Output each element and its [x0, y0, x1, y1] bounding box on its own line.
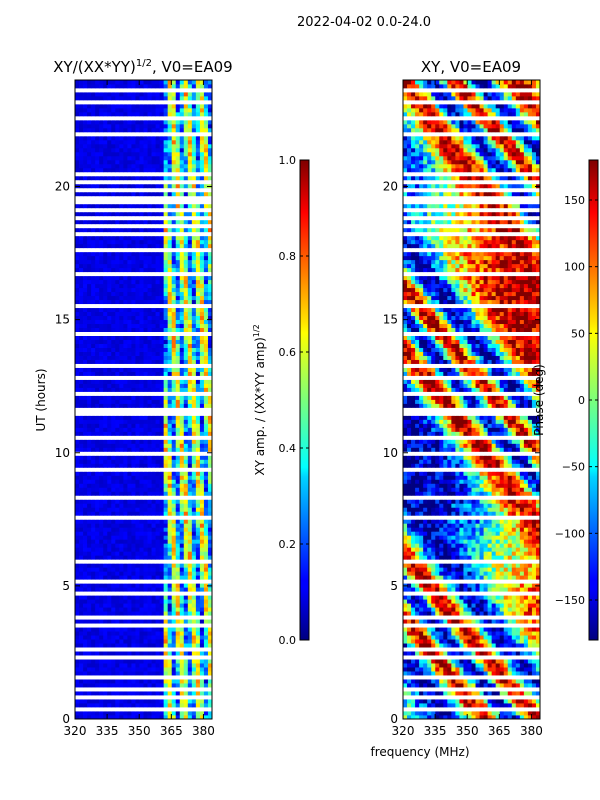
left-axis-ticks: 320 335 350 365 380 0 5 10 15 20 [55, 80, 215, 738]
amplitude-colorbar-label: XY amp. / (XX*YY amp)1/2 [252, 324, 267, 475]
colorbar1-label-main: XY amp. / (XX*YY amp) [253, 337, 267, 475]
amplitude-colorbar-tick-label: 0.2 [279, 538, 297, 551]
right-x-tick-label: 320 [392, 724, 415, 738]
phase-colorbar-tick-label: 50 [571, 327, 585, 340]
amplitude-colorbar-tick-label: 0.4 [279, 442, 297, 455]
phase-colorbar-label: Phase (deg) [532, 364, 546, 436]
left-title-main: XY/(XX*YY) [53, 58, 136, 76]
phase-colorbar-tick-label: −150 [555, 594, 585, 607]
right-axis-ticks: 320 335 350 365 380 0 5 10 15 20 [383, 80, 543, 738]
figure-suptitle: 2022-04-02 0.0-24.0 [297, 15, 431, 30]
phase-colorbar-tick-label: −50 [562, 461, 585, 474]
left-y-tick-label: 15 [55, 313, 70, 327]
left-title-tail: , V0=EA09 [152, 58, 233, 76]
phase-colorbar-tick-label: 150 [564, 194, 585, 207]
right-panel-title: XY, V0=EA09 [421, 58, 521, 76]
amplitude-colorbar [299, 159, 310, 641]
phase-colorbar-tick-label: 100 [564, 261, 585, 274]
right-y-tick-label: 5 [390, 579, 398, 593]
left-axes-frame [74, 79, 213, 720]
amplitude-colorbar-tick-label: 0.6 [279, 346, 297, 359]
amplitude-colorbar-ticks: 0.0 0.2 0.4 0.6 0.8 1.0 [279, 154, 309, 647]
left-x-tick-label: 350 [128, 724, 151, 738]
amplitude-colorbar-tick-label: 0.0 [279, 634, 297, 647]
left-panel-title: XY/(XX*YY)1/2, V0=EA09 [53, 58, 232, 76]
left-x-tick-label: 380 [192, 724, 215, 738]
right-x-tick-label: 365 [488, 724, 511, 738]
left-title-exponent: 1/2 [136, 58, 152, 69]
left-x-tick-label: 365 [160, 724, 183, 738]
phase-heatmap [403, 80, 540, 719]
right-y-tick-label: 10 [383, 446, 398, 460]
amplitude-heatmap [75, 80, 212, 719]
frequency-axis-label: frequency (MHz) [370, 745, 469, 759]
right-y-tick-label: 20 [383, 180, 398, 194]
right-y-tick-label: 15 [383, 313, 398, 327]
colorbar1-label-exponent: 1/2 [252, 324, 261, 337]
right-x-tick-label: 380 [520, 724, 543, 738]
phase-colorbar-tick-label: 0 [578, 394, 585, 407]
amplitude-colorbar-tick-label: 1.0 [279, 154, 297, 167]
phase-colorbar-tick-label: −100 [555, 527, 585, 540]
phase-colorbar-ticks: −150 −100 −50 0 50 100 150 [555, 194, 598, 607]
left-y-tick-label: 5 [62, 579, 70, 593]
left-y-axis-label: UT (hours) [34, 368, 48, 431]
left-y-tick-label: 0 [62, 712, 70, 726]
left-x-tick-label: 320 [64, 724, 87, 738]
right-x-tick-label: 350 [456, 724, 479, 738]
left-x-tick-label: 335 [96, 724, 119, 738]
right-x-tick-label: 335 [424, 724, 447, 738]
left-y-tick-label: 10 [55, 446, 70, 460]
amplitude-colorbar-tick-label: 0.8 [279, 250, 297, 263]
right-y-tick-label: 0 [390, 712, 398, 726]
right-axes-frame [402, 79, 541, 720]
left-y-tick-label: 20 [55, 180, 70, 194]
